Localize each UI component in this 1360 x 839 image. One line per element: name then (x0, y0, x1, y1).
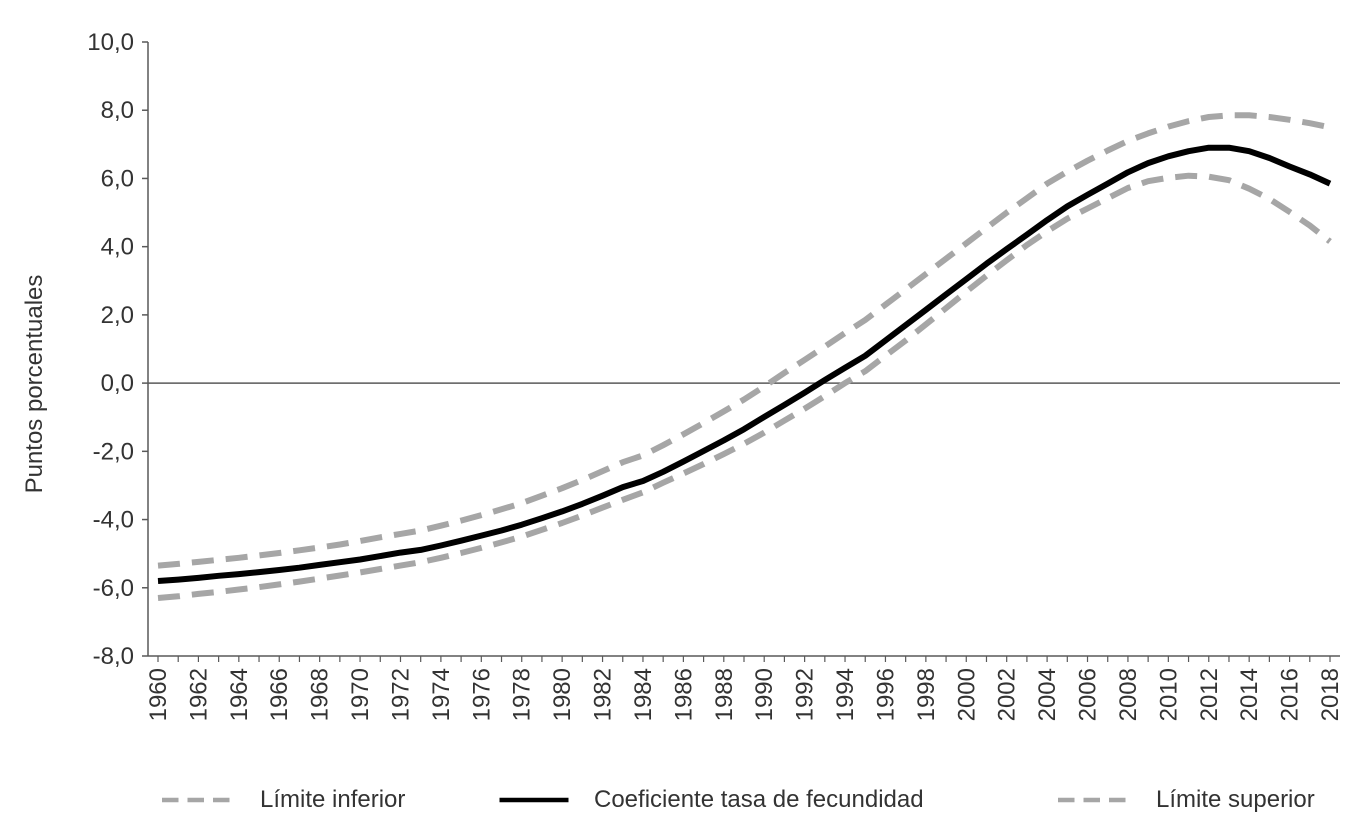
line-chart: Puntos porcentuales -8,0 -6,0 -4,0 -2,0 0,0 2… (21, 29, 1344, 721)
legend-swatch-coefficient (499, 797, 569, 803)
y-tick-label: 6,0 (101, 165, 134, 192)
x-tick-label: 2002 (994, 668, 1021, 721)
x-tick-label: 1962 (185, 668, 212, 721)
x-tick-label: 2012 (1196, 668, 1223, 721)
x-tick-label: 1976 (468, 668, 495, 721)
y-tick-label: 4,0 (101, 234, 134, 261)
x-tick-label: 2008 (1115, 668, 1142, 721)
x-axis-ticks: 1960 1962 1964 1966 1968 1970 1972 1974 1976 1978… (145, 656, 1344, 721)
y-tick-label: 10,0 (87, 29, 134, 56)
x-tick-label: 2000 (953, 668, 980, 721)
x-tick-label: 1960 (145, 668, 172, 721)
x-tick-label: 1974 (428, 668, 455, 721)
x-tick-label: 1992 (792, 668, 819, 721)
series-line-upper-bound (157, 112, 1331, 569)
x-tick-label: 2010 (1155, 668, 1182, 721)
legend-item-coefficient: Coeficiente tasa de fecundidad (486, 778, 924, 822)
legend: Límite inferior Coeficiente tasa de fecu… (0, 778, 1360, 822)
x-tick-label: 1970 (347, 668, 374, 721)
legend-label-coefficient: Coeficiente tasa de fecundidad (594, 786, 924, 813)
x-tick-label: 1990 (751, 668, 778, 721)
x-tick-label: 2018 (1317, 668, 1344, 721)
legend-label-upper-bound: Límite superior (1156, 786, 1315, 813)
y-tick-label: -2,0 (93, 438, 134, 465)
series-line-lower-bound (157, 172, 1332, 601)
y-tick-label: -6,0 (93, 575, 134, 602)
x-tick-label: 1972 (387, 668, 414, 721)
x-tick-label: 1982 (590, 668, 617, 721)
y-tick-label: 0,0 (101, 370, 134, 397)
series-line-coefficient (157, 144, 1332, 584)
x-tick-label: 1980 (549, 668, 576, 721)
x-tick-label: 1978 (509, 668, 536, 721)
x-tick-label: 2006 (1075, 668, 1102, 721)
legend-item-lower-bound: Límite inferior (148, 778, 405, 822)
x-tick-label: 1986 (670, 668, 697, 721)
x-tick-label: 1988 (711, 668, 738, 721)
y-tick-label: -8,0 (93, 643, 134, 670)
y-tick-label: 2,0 (101, 302, 134, 329)
x-tick-label: 2016 (1277, 668, 1304, 721)
y-tick-label: -4,0 (93, 507, 134, 534)
x-tick-label: 1966 (266, 668, 293, 721)
x-tick-label: 1984 (630, 668, 657, 721)
x-tick-label: 1996 (872, 668, 899, 721)
legend-label-lower-bound: Límite inferior (260, 786, 406, 813)
legend-item-upper-bound: Límite superior (1044, 778, 1315, 822)
series-lines (157, 112, 1332, 601)
x-tick-label: 1964 (226, 668, 253, 721)
x-tick-label: 2004 (1034, 668, 1061, 721)
y-axis-title: Puntos porcentuales (21, 275, 48, 494)
x-tick-label: 1994 (832, 668, 859, 721)
y-axis-ticks: -8,0 -6,0 -4,0 -2,0 0,0 2,0 4,0 6,0 8,0 10,0 (87, 29, 148, 670)
x-tick-label: 2014 (1236, 668, 1263, 721)
x-tick-label: 1968 (307, 668, 334, 721)
legend-swatch-upper-bound (1058, 797, 1130, 803)
y-tick-label: 8,0 (101, 97, 134, 124)
legend-swatch-lower-bound (162, 797, 234, 803)
y-axis-title-group: Puntos porcentuales (21, 275, 48, 494)
x-tick-label: 1998 (913, 668, 940, 721)
